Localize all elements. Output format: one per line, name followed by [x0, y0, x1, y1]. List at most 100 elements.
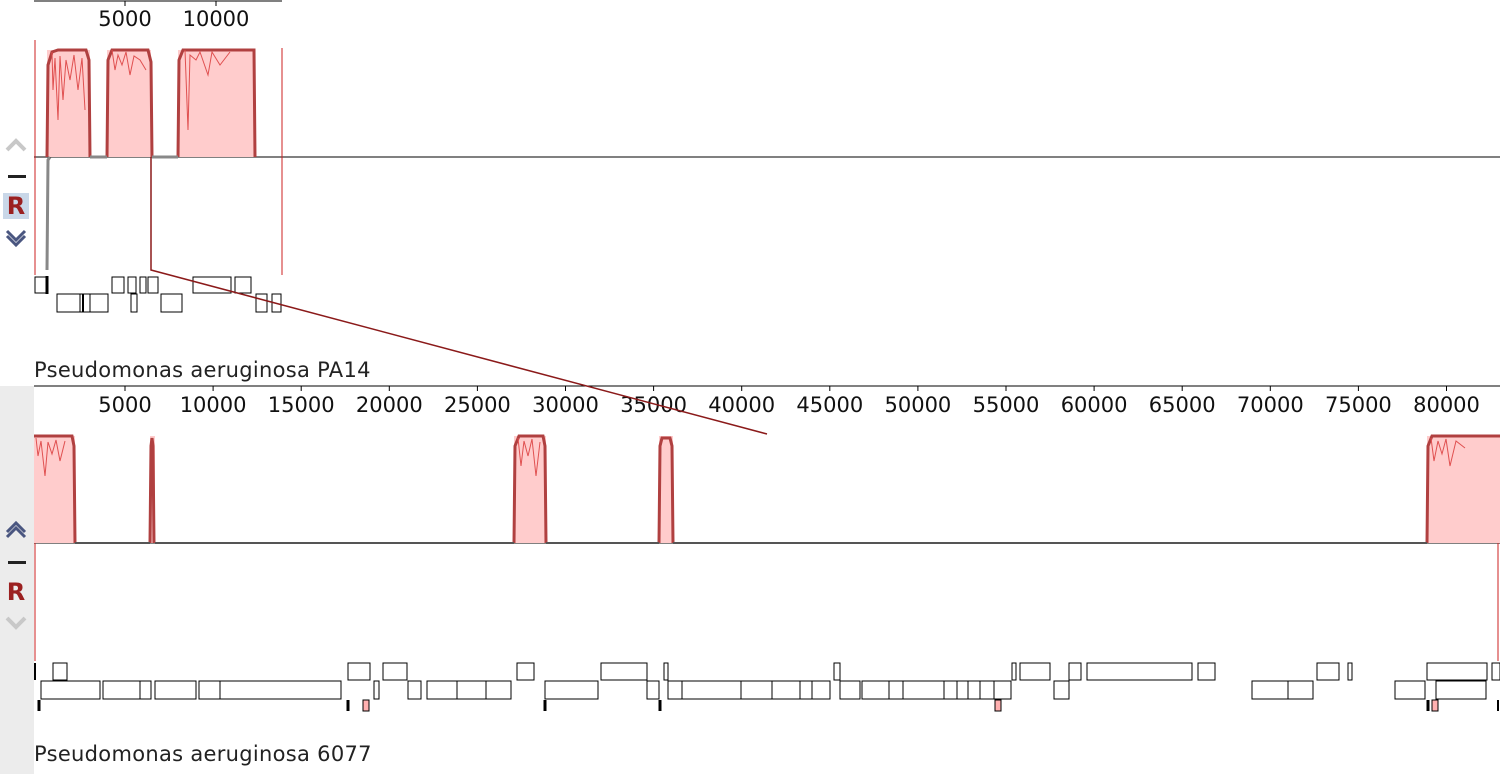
move-up-button[interactable]	[3, 132, 29, 158]
gene-feature[interactable]	[1426, 662, 1488, 681]
gene-feature[interactable]	[861, 680, 995, 700]
similarity-profile	[184, 49, 231, 131]
ruler-tick-label: 20000	[356, 393, 423, 417]
gene-feature[interactable]	[1068, 662, 1082, 681]
move-up-button[interactable]	[3, 518, 29, 544]
similarity-profile	[1430, 437, 1466, 467]
gene-feature[interactable]	[139, 276, 147, 294]
lcb-block[interactable]	[659, 436, 673, 543]
gene-feature[interactable]	[833, 662, 841, 681]
gene-feature[interactable]	[1019, 662, 1051, 681]
move-down-button[interactable]	[3, 224, 29, 250]
genome-title: Pseudomonas aeruginosa 6077	[34, 742, 372, 766]
ruler-tick-label: 50000	[884, 393, 951, 417]
reset-r-button[interactable]: R	[3, 192, 29, 220]
ruler-tick-label: 70000	[1237, 393, 1304, 417]
gene-feature[interactable]	[130, 293, 138, 313]
similarity-profile	[51, 51, 86, 121]
lcb-block[interactable]	[514, 436, 546, 543]
ruler-tick-label: 65000	[1149, 393, 1216, 417]
ruler-tick-label: 30000	[532, 393, 599, 417]
gene-feature[interactable]	[147, 276, 159, 294]
chevron-down-icon	[5, 616, 27, 630]
reset-r-button[interactable]: R	[3, 578, 29, 606]
gene-feature[interactable]	[79, 293, 91, 313]
gene-feature[interactable]	[255, 293, 268, 313]
genome-panel-pa14: R 5000 10000	[0, 0, 1500, 386]
lcb-block-edge	[1425, 434, 1500, 544]
gene-feature[interactable]	[362, 699, 370, 712]
gene-feature[interactable]	[1011, 662, 1017, 681]
lcb-block[interactable]	[107, 50, 151, 157]
gene-feature[interactable]	[198, 680, 342, 700]
ruler-tick-label: 5000	[98, 7, 151, 31]
gene-feature[interactable]	[1086, 662, 1193, 681]
gene-feature[interactable]	[1394, 680, 1426, 700]
gene-feature[interactable]	[89, 293, 109, 313]
gene-feature[interactable]	[1197, 662, 1216, 681]
lcb-block-edge	[34, 434, 77, 544]
gene-feature[interactable]	[993, 680, 1012, 700]
lcb-block-edge	[176, 48, 257, 158]
gene-feature[interactable]	[994, 699, 1002, 712]
gene-feature[interactable]	[40, 680, 101, 700]
gene-feature[interactable]	[667, 680, 831, 700]
gene-feature[interactable]	[1251, 680, 1314, 700]
ruler-tick-label: 35000	[620, 393, 687, 417]
gene-feature[interactable]	[234, 276, 252, 294]
gene-feature[interactable]	[1431, 699, 1439, 712]
gene-feature[interactable]	[407, 680, 422, 700]
lcb-block[interactable]	[178, 50, 255, 157]
gene-feature[interactable]	[127, 276, 137, 294]
gene-feature[interactable]	[271, 293, 282, 313]
lcb-block-edge	[105, 48, 154, 158]
gene-feature[interactable]	[373, 680, 380, 700]
panel-controls: R	[0, 386, 34, 774]
similarity-profile	[111, 49, 147, 76]
genome-title: Pseudomonas aeruginosa PA14	[34, 358, 371, 382]
gene-feature[interactable]	[102, 680, 152, 700]
lcb-blocks[interactable]	[34, 434, 1500, 544]
gene-feature[interactable]	[1491, 662, 1500, 681]
lcb-block-edge	[657, 436, 675, 544]
lcb-block-edge	[148, 437, 156, 544]
gene-feature[interactable]	[56, 293, 81, 313]
gene-annotations[interactable]	[34, 276, 282, 313]
gene-feature[interactable]	[1347, 662, 1353, 681]
gene-feature[interactable]	[516, 662, 535, 681]
chevron-down-icon	[5, 229, 27, 248]
gene-feature[interactable]	[154, 680, 197, 700]
gene-feature[interactable]	[1316, 662, 1340, 681]
gene-feature[interactable]	[382, 662, 408, 681]
lcb-block[interactable]	[34, 436, 75, 543]
gene-feature[interactable]	[34, 276, 48, 294]
ruler-tick-label: 10000	[183, 7, 250, 31]
gene-feature[interactable]	[646, 680, 660, 700]
gene-feature[interactable]	[663, 662, 669, 681]
gene-annotations[interactable]	[34, 662, 1500, 712]
gene-feature[interactable]	[160, 293, 183, 313]
gene-feature[interactable]	[111, 276, 125, 294]
gene-feature[interactable]	[1435, 680, 1487, 700]
alignment-track-6077[interactable]: 5000 10000 15000 20000 25000 30000 35000 40000 4…	[0, 385, 1500, 774]
profile-baseline	[45, 155, 178, 271]
minus-button[interactable]	[3, 550, 29, 576]
alignment-track-pa14[interactable]: 5000 10000	[0, 0, 1500, 386]
gene-feature[interactable]	[544, 680, 599, 700]
ruler-tick-label: 75000	[1325, 393, 1392, 417]
gene-feature[interactable]	[1053, 680, 1070, 700]
gene-feature[interactable]	[52, 662, 68, 681]
lcb-block[interactable]	[47, 50, 90, 157]
similarity-profile	[35, 437, 66, 477]
gene-feature[interactable]	[839, 680, 861, 700]
gene-feature[interactable]	[347, 662, 371, 681]
lcb-block[interactable]	[1427, 436, 1500, 543]
gene-feature[interactable]	[600, 662, 648, 681]
similarity-profile	[517, 437, 541, 477]
lcb-blocks[interactable]	[45, 48, 257, 158]
minus-button[interactable]	[3, 164, 29, 190]
move-down-button[interactable]	[3, 610, 29, 636]
gene-feature[interactable]	[192, 276, 232, 294]
gene-feature[interactable]	[426, 680, 512, 700]
reset-r-label: R	[6, 192, 26, 220]
